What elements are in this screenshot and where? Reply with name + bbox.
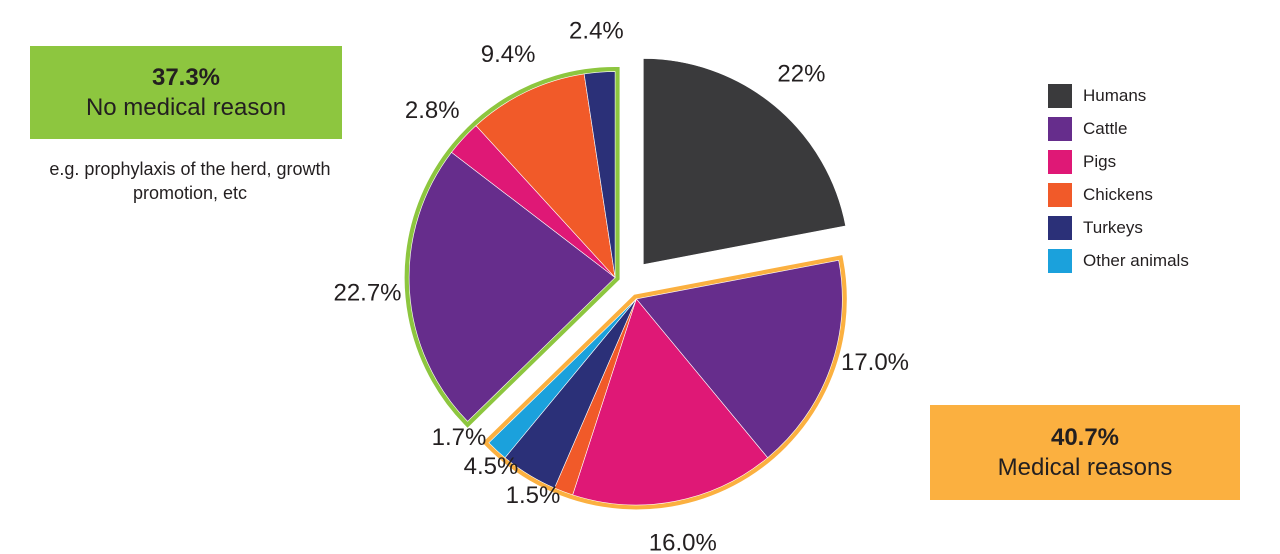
legend-label: Pigs xyxy=(1083,152,1117,171)
legend-swatch xyxy=(1048,150,1072,174)
slice-label: 1.7% xyxy=(432,424,487,451)
legend-swatch xyxy=(1048,216,1072,240)
slice-label: 4.5% xyxy=(464,453,519,480)
legend-label: Other animals xyxy=(1083,251,1189,270)
medical-reasons-box: 40.7% Medical reasons xyxy=(930,405,1240,500)
pie-slice-top-humans xyxy=(643,58,847,265)
legend-label: Humans xyxy=(1083,86,1147,105)
pie-slice-nonmedical-cattle xyxy=(408,151,616,422)
slice-label: 17.0% xyxy=(841,349,909,376)
legend-label: Turkeys xyxy=(1083,218,1143,237)
pie-slice-nonmedical-chickens xyxy=(475,73,616,279)
pie-slice-medical-pigs xyxy=(572,298,769,506)
slice-label: 1.5% xyxy=(506,482,561,509)
no-medical-reason-label: No medical reason xyxy=(85,93,287,121)
no-medical-reason-note: e.g. prophylaxis of the herd, growth pro… xyxy=(49,159,331,203)
legend-swatch xyxy=(1048,117,1072,141)
slice-label: 22.7% xyxy=(333,279,401,306)
slice-label: 9.4% xyxy=(481,41,536,68)
legend-label: Cattle xyxy=(1083,119,1128,138)
medical-reasons-percent: 40.7% xyxy=(1050,423,1120,451)
legend-swatch xyxy=(1048,84,1072,108)
legend-swatch xyxy=(1048,249,1072,273)
slice-label: 16.0% xyxy=(649,530,717,554)
legend-label: Chickens xyxy=(1083,185,1153,204)
legend-swatch xyxy=(1048,183,1072,207)
slice-label: 22% xyxy=(777,60,825,87)
pie-slice-medical-other-animals xyxy=(488,298,637,459)
pie-slice-medical-cattle xyxy=(635,260,843,459)
no-medical-reason-box: 37.3% No medical reason xyxy=(30,46,342,139)
pie-slice-nonmedical-turkeys xyxy=(583,71,616,278)
no-medical-reason-percent: 37.3% xyxy=(151,63,221,91)
medical-reasons-label: Medical reasons xyxy=(997,453,1173,481)
slice-label: 2.4% xyxy=(569,17,624,44)
slice-label: 2.8% xyxy=(405,97,460,124)
